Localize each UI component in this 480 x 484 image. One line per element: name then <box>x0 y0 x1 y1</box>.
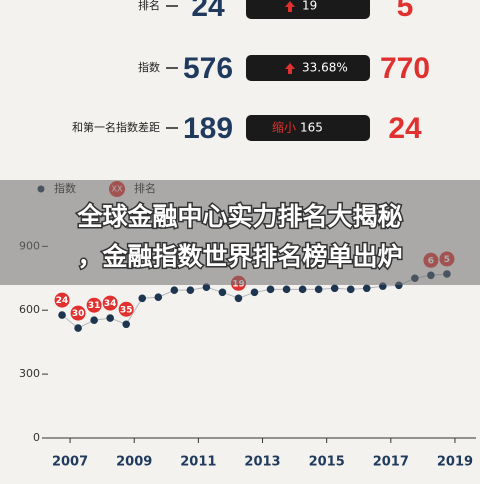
change-value: 165 <box>300 121 323 135</box>
index-point <box>298 285 307 294</box>
change-pill <box>246 115 370 141</box>
index-point <box>250 288 259 297</box>
index-point <box>186 286 195 294</box>
index-point <box>202 283 211 291</box>
x-tick-label: 2015 <box>309 455 345 470</box>
row-value: 576 <box>183 52 233 85</box>
change-value: 33.68% <box>302 61 348 75</box>
index-point <box>266 285 275 294</box>
index-point <box>234 294 243 303</box>
index-point <box>282 285 291 294</box>
change-prefix: 缩小 <box>272 120 296 135</box>
rank-marker <box>54 292 70 308</box>
rank-label: 35 <box>120 305 133 315</box>
index-point <box>218 288 227 297</box>
x-tick-label: 2017 <box>373 455 409 470</box>
up-arrow <box>285 63 295 74</box>
rank-marker <box>86 297 102 313</box>
index-point <box>122 320 131 329</box>
y-tick-label: 300 <box>19 367 40 380</box>
row-value: 189 <box>183 112 233 145</box>
rank-marker <box>70 305 86 321</box>
row-label: 指数 <box>138 60 160 74</box>
row-result: 5 <box>397 0 414 23</box>
index-point <box>106 314 114 322</box>
overlay-title: 全球金融中心实力排名大揭秘 <box>76 202 402 231</box>
x-tick-label: 2019 <box>437 455 473 470</box>
rank-label: 34 <box>104 299 117 309</box>
change-pill <box>246 0 370 19</box>
rank-label: 31 <box>88 301 101 311</box>
y-tick-label: 600 <box>19 303 40 316</box>
index-point <box>170 286 179 294</box>
y-tick-label: 0 <box>33 431 40 444</box>
row-result: 770 <box>380 52 430 85</box>
x-tick-label: 2011 <box>180 455 216 470</box>
row-value: 24 <box>191 0 225 23</box>
row-result: 24 <box>388 112 422 145</box>
overlay-band <box>0 180 480 285</box>
index-point <box>90 316 98 325</box>
overlay-title: ，金融指数世界排名榜单出炉 <box>77 242 402 271</box>
index-point <box>346 285 355 294</box>
index-point <box>154 293 163 302</box>
rank-marker <box>102 295 118 311</box>
rank-label: 30 <box>72 309 85 319</box>
index-point <box>74 324 82 332</box>
index-point <box>330 284 339 293</box>
row-label: 和第一名指数差距 <box>72 120 160 134</box>
rank-marker <box>118 301 134 317</box>
x-tick-label: 2007 <box>52 455 88 470</box>
change-value: 19 <box>302 0 317 13</box>
index-point <box>58 311 66 319</box>
index-point <box>362 284 371 293</box>
up-arrow <box>285 1 295 12</box>
index-point <box>314 285 323 294</box>
row-label: 排名 <box>138 0 160 12</box>
index-point <box>138 294 147 303</box>
rank-label: 24 <box>56 296 69 306</box>
x-tick-label: 2013 <box>244 455 280 470</box>
change-pill <box>246 55 370 81</box>
x-tick-label: 2009 <box>116 455 152 470</box>
